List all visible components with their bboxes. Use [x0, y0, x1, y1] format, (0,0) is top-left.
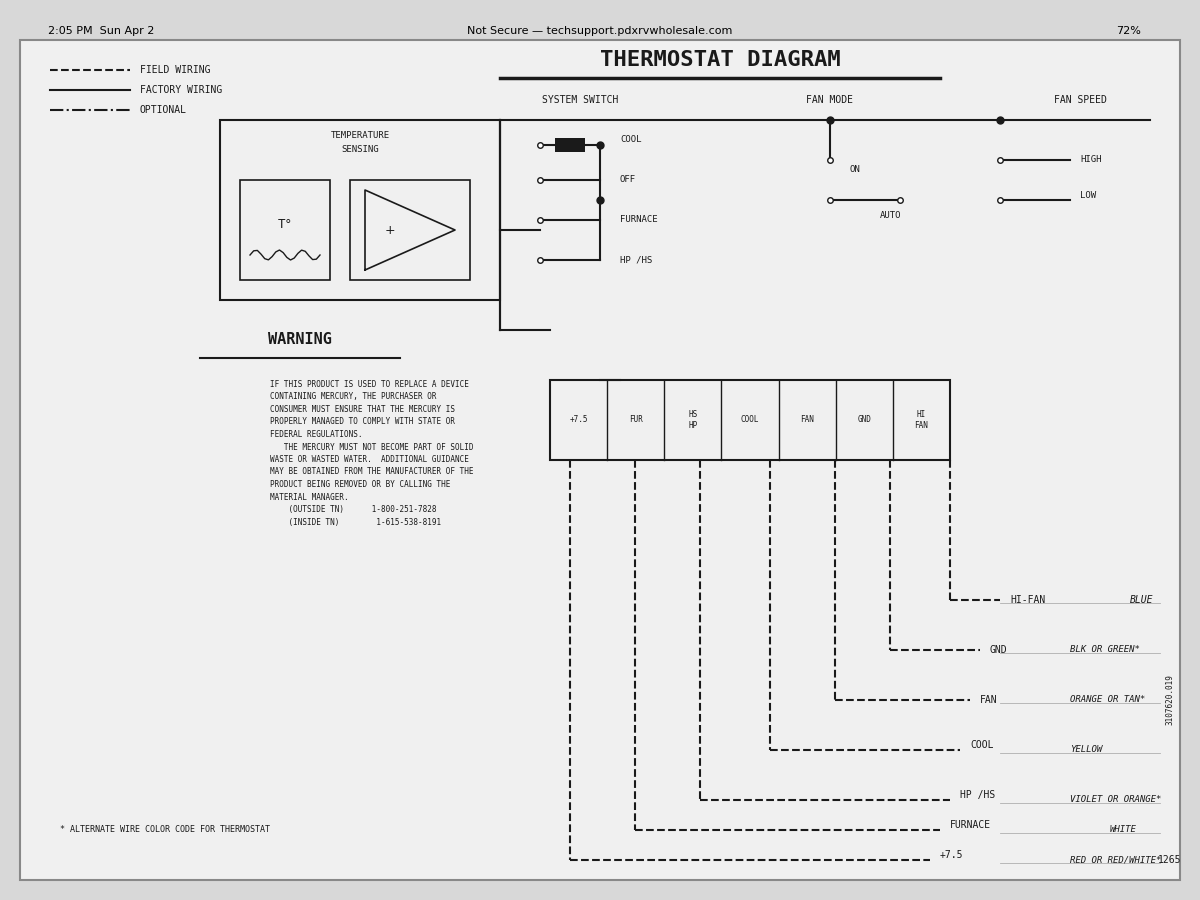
Text: TEMPERATURE: TEMPERATURE [330, 130, 390, 140]
Text: COOL: COOL [620, 136, 642, 145]
Text: 3107620.019: 3107620.019 [1165, 675, 1175, 725]
Text: IF THIS PRODUCT IS USED TO REPLACE A DEVICE
CONTAINING MERCURY, THE PURCHASER OR: IF THIS PRODUCT IS USED TO REPLACE A DEV… [270, 380, 474, 526]
Text: VIOLET OR ORANGE*: VIOLET OR ORANGE* [1070, 796, 1162, 805]
Text: HP /HS: HP /HS [960, 790, 995, 800]
Text: HP /HS: HP /HS [620, 256, 653, 265]
Text: FAN: FAN [800, 416, 814, 425]
Text: +: + [385, 223, 395, 237]
Text: HS
HP: HS HP [689, 410, 697, 429]
Text: * ALTERNATE WIRE COLOR CODE FOR THERMOSTAT: * ALTERNATE WIRE COLOR CODE FOR THERMOST… [60, 825, 270, 834]
Text: YELLOW: YELLOW [1070, 745, 1103, 754]
Text: RED OR RED/WHITE*: RED OR RED/WHITE* [1070, 856, 1162, 865]
Bar [554, 138, 586, 152]
Text: +7.5: +7.5 [569, 416, 588, 425]
Text: FUR: FUR [629, 416, 643, 425]
Bar [240, 180, 330, 280]
Text: WARNING: WARNING [268, 332, 332, 347]
Text: FIELD WIRING: FIELD WIRING [140, 65, 210, 75]
Text: FAN SPEED: FAN SPEED [1054, 95, 1106, 105]
Bar [550, 380, 950, 460]
Text: BLK OR GREEN*: BLK OR GREEN* [1070, 645, 1140, 654]
Text: HI
FAN: HI FAN [914, 410, 929, 429]
Text: FURNACE: FURNACE [620, 215, 658, 224]
Text: FAN: FAN [980, 695, 997, 705]
Text: WHITE: WHITE [1110, 825, 1136, 834]
Text: 72%: 72% [1116, 25, 1141, 36]
Text: THERMOSTAT DIAGRAM: THERMOSTAT DIAGRAM [600, 50, 840, 70]
Text: AUTO: AUTO [880, 211, 901, 220]
Text: SYSTEM SWITCH: SYSTEM SWITCH [542, 95, 618, 105]
Bar [350, 180, 470, 280]
Text: HI-FAN: HI-FAN [1010, 595, 1045, 605]
Text: GND: GND [857, 416, 871, 425]
Text: COOL: COOL [740, 416, 760, 425]
Text: HIGH: HIGH [1080, 156, 1102, 165]
Bar [220, 120, 500, 300]
Text: LOW: LOW [1080, 191, 1096, 200]
Text: COOL: COOL [970, 740, 994, 750]
Text: BLUE: BLUE [1130, 595, 1153, 605]
Text: SENSING: SENSING [341, 146, 379, 155]
Text: OFF: OFF [620, 176, 636, 184]
Text: 1265: 1265 [1158, 855, 1182, 865]
Text: GND: GND [990, 645, 1008, 655]
Text: Not Secure — techsupport.pdxrvwholesale.com: Not Secure — techsupport.pdxrvwholesale.… [467, 25, 733, 36]
Text: FACTORY WIRING: FACTORY WIRING [140, 85, 222, 95]
Text: OPTIONAL: OPTIONAL [140, 105, 187, 115]
Text: T°: T° [277, 219, 293, 231]
Text: +7.5: +7.5 [940, 850, 964, 860]
Text: FURNACE: FURNACE [950, 820, 991, 830]
Text: ORANGE OR TAN*: ORANGE OR TAN* [1070, 696, 1145, 705]
Text: FAN MODE: FAN MODE [806, 95, 853, 105]
Text: ON: ON [850, 166, 860, 175]
Text: 2:05 PM  Sun Apr 2: 2:05 PM Sun Apr 2 [48, 25, 155, 36]
